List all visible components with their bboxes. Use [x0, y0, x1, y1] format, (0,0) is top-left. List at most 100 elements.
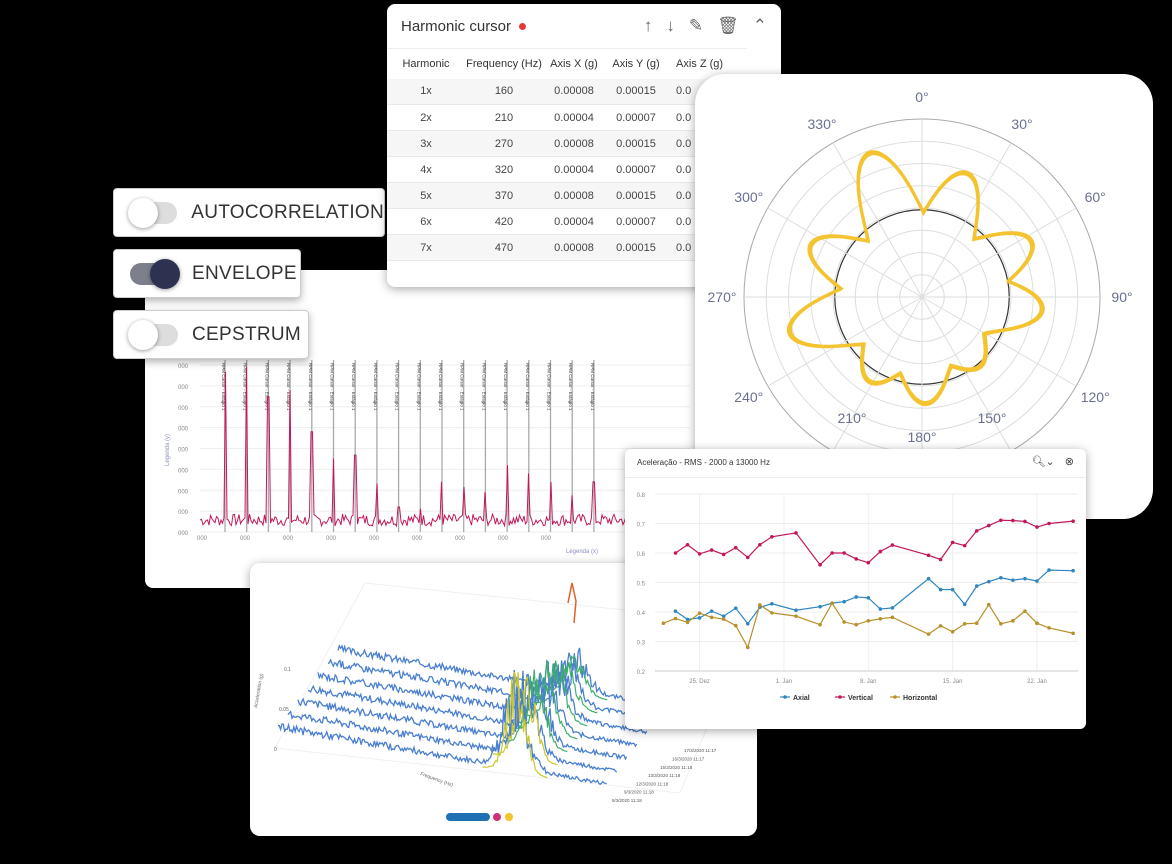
data-point — [842, 551, 846, 555]
data-point — [709, 615, 714, 620]
table-row[interactable]: 2x 210 0.00004 0.00007 0.0 — [387, 104, 747, 131]
table-cell: 0.00004 — [543, 156, 605, 183]
arrow-up-icon[interactable]: ↑ — [643, 16, 653, 35]
table-cell: 0.00015 — [605, 182, 667, 209]
y-axis-label: Acceleration (g) — [253, 673, 265, 709]
table-cell: 3x — [387, 130, 465, 157]
polar-spoke — [832, 296, 923, 452]
angle-label: 150° — [978, 410, 1007, 426]
y-tick-label: 0.4 — [637, 611, 646, 617]
data-point — [794, 614, 798, 618]
legend-marker — [838, 695, 842, 699]
table-cell: 370 — [465, 182, 543, 209]
toggle-autocorrelation[interactable]: AUTOCORRELATION — [113, 188, 385, 237]
orbit-trace — [786, 150, 1045, 407]
rpm-cursor-label: RPM Cursor - Estágio 1 — [330, 363, 335, 411]
rpm-cursor-label: RPM Cursor - Estágio 1 — [221, 363, 226, 411]
toggle-label: ENVELOPE — [192, 262, 297, 284]
chevron-up-icon[interactable]: ⌃ — [752, 16, 767, 35]
rpm-cursor-label: RPM Cursor - Estágio 1 — [481, 363, 486, 411]
data-point — [926, 576, 931, 581]
arrow-down-icon[interactable]: ↓ — [666, 16, 675, 35]
table-row[interactable]: 6x 420 0.00004 0.00007 0.0 — [387, 208, 747, 235]
data-point — [999, 575, 1003, 580]
spectrum-slice — [307, 659, 638, 748]
series-line-axial — [675, 569, 1074, 625]
trash-icon[interactable]: 🗑 — [717, 16, 739, 35]
table-cell: 0.00015 — [605, 130, 667, 157]
data-point — [697, 611, 702, 615]
data-point — [926, 632, 931, 636]
rpm-cursor-label: RPM Cursor - Estágio 1 — [525, 363, 530, 411]
y-tick-label: 000 — [178, 364, 189, 370]
data-point — [1047, 521, 1051, 526]
table-row[interactable]: 7x 470 0.00008 0.00015 0.0 — [387, 234, 747, 261]
y-tick-label: 000 — [178, 510, 189, 516]
toggle-switch-off[interactable] — [128, 197, 178, 228]
spectrum-slice — [277, 669, 607, 786]
x-tick-label: 000 — [412, 536, 423, 542]
slice-label: 13/3/2020 11:18 — [648, 773, 681, 778]
panel-title: Harmonic cursor — [401, 17, 512, 35]
data-point — [721, 614, 726, 618]
table-row[interactable]: 3x 270 0.00008 0.00015 0.0 — [387, 130, 747, 157]
data-point — [673, 551, 678, 555]
data-point — [758, 603, 762, 607]
column-header[interactable]: Axis Y (g) — [605, 48, 667, 79]
data-point — [1035, 579, 1039, 583]
close-icon[interactable]: ⊗ — [1064, 456, 1074, 468]
slice-label: 17/3/2020 11:17 — [684, 748, 717, 753]
table-cell: 0.00004 — [543, 208, 605, 235]
zoom-icon[interactable]: 🔍︎⌄ — [1031, 456, 1055, 468]
spectrum-slice — [287, 670, 618, 773]
z-tick-label: 0.05 — [279, 707, 289, 713]
data-point — [986, 579, 991, 584]
table-row[interactable]: 5x 370 0.00008 0.00015 0.0 — [387, 182, 747, 209]
pencil-icon[interactable]: ✎ — [688, 16, 704, 35]
y-tick-label: 000 — [178, 427, 189, 433]
data-point — [1071, 519, 1075, 523]
toggle-switch-off[interactable] — [128, 319, 178, 350]
table-cell: 420 — [465, 208, 543, 235]
rpm-cursor-label: RPM Cursor - Estágio 1 — [373, 363, 378, 411]
y-tick-label: 000 — [178, 406, 189, 412]
table-row[interactable]: 4x 320 0.00004 0.00007 0.0 — [387, 156, 747, 183]
data-point — [878, 549, 883, 554]
column-header[interactable]: Frequency (Hz) — [465, 48, 543, 79]
table-cell: 160 — [465, 78, 543, 105]
data-point — [673, 609, 678, 613]
y-tick-label: 000 — [178, 468, 189, 474]
x-axis-label: Legenda (x) — [566, 549, 598, 555]
polar-spoke — [921, 207, 1077, 298]
legend-label: Horizontal — [903, 695, 937, 702]
legend-dot — [505, 813, 513, 821]
data-point — [697, 616, 702, 620]
table-cell: 470 — [465, 234, 543, 261]
column-header[interactable]: Axis Z (g) — [667, 48, 747, 79]
y-tick-label: 0.2 — [637, 670, 646, 676]
data-point — [950, 587, 955, 592]
polar-chart: 0° 30° 60° 90° 120° 150° 180° 210° 240° 270° 300° 3… — [708, 89, 1133, 476]
spectrum-peak — [492, 676, 558, 766]
data-point — [1011, 619, 1015, 623]
table-cell: 0.00008 — [543, 78, 605, 105]
series-line-horizontal — [663, 601, 1074, 649]
y-tick-label: 0.7 — [637, 523, 646, 529]
data-point — [938, 587, 943, 592]
data-point — [770, 534, 774, 539]
angle-label: 90° — [1111, 289, 1132, 305]
data-point — [1023, 609, 1027, 613]
toggle-switch-on[interactable] — [130, 258, 180, 289]
data-point — [818, 563, 822, 567]
data-point — [733, 545, 738, 550]
column-header[interactable]: Axis X (g) — [543, 48, 605, 79]
data-point — [818, 622, 822, 627]
toggle-envelope[interactable]: ENVELOPE — [113, 249, 301, 298]
toggle-cepstrum[interactable]: CEPSTRUM — [113, 310, 309, 359]
y-tick-label: 0.8 — [637, 493, 646, 499]
table-row[interactable]: 1x 160 0.00008 0.00015 0.0 — [387, 78, 747, 105]
data-point — [794, 608, 798, 613]
column-header[interactable]: Harmonic — [387, 48, 465, 79]
spectrum-peak — [482, 671, 548, 779]
polar-spoke — [921, 142, 1012, 298]
